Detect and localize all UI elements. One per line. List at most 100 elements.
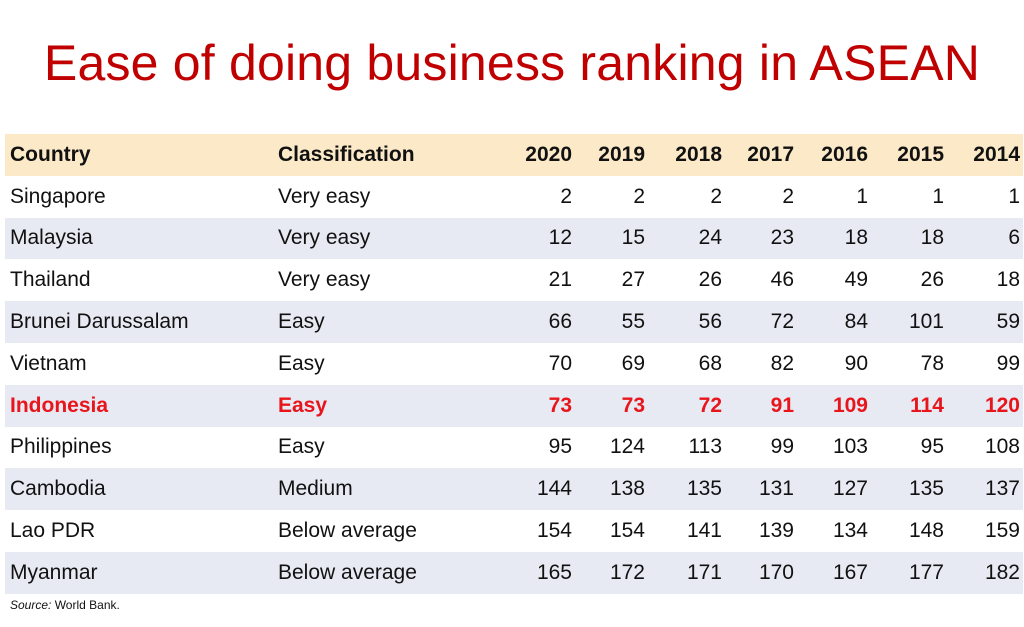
rank-cell: 124 (609, 435, 645, 459)
rank-cell: 148 (908, 519, 944, 543)
rank-cell: 26 (920, 268, 944, 292)
rank-cell: 165 (536, 560, 572, 584)
table-row: Indonesia Easy 73 73 72 91 109 114 120 (5, 384, 1023, 427)
column-header-2018: 2018 (675, 142, 722, 166)
classification-cell: Below average (278, 519, 417, 543)
rank-cell: 82 (770, 351, 794, 375)
table-row: Lao PDR Below average 154 154 141 139 134 148 15… (5, 510, 1023, 552)
country-cell: Cambodia (10, 477, 106, 501)
rank-cell: 109 (832, 393, 868, 417)
rank-cell: 144 (536, 477, 572, 501)
table-row: Myanmar Below average 165 172 171 170 167 177 18… (5, 551, 1023, 594)
column-header-2014: 2014 (973, 142, 1020, 166)
country-cell: Singapore (10, 184, 106, 208)
table-row: Philippines Easy 95 124 113 99 103 95 108 (5, 426, 1023, 469)
slide-title: Ease of doing business ranking in ASEAN (43, 35, 981, 91)
rank-cell: 84 (844, 310, 868, 334)
country-cell: Brunei Darussalam (10, 310, 189, 334)
country-cell: Philippines (10, 435, 112, 459)
rank-cell: 1 (856, 184, 868, 208)
rank-cell: 18 (920, 226, 944, 250)
table-row: Vietnam Easy 70 69 68 82 90 78 99 (5, 342, 1023, 385)
rank-cell: 78 (920, 351, 944, 375)
country-cell: Myanmar (10, 560, 98, 584)
column-header-classification: Classification (278, 142, 415, 166)
rank-cell: 6 (1008, 226, 1020, 250)
rank-cell: 27 (621, 268, 645, 292)
source-text: World Bank. (51, 598, 120, 612)
country-cell: Lao PDR (10, 519, 96, 543)
rank-cell: 1 (932, 184, 944, 208)
table-body: Singapore Very easy 2 2 2 2 1 1 1 Malaysia Very ea… (5, 175, 1023, 594)
rank-cell: 91 (770, 393, 794, 417)
rank-cell: 103 (832, 435, 868, 459)
rank-cell: 139 (758, 519, 794, 543)
country-cell: Vietnam (10, 351, 87, 375)
column-header-2016: 2016 (821, 142, 868, 166)
rank-cell: 154 (536, 519, 572, 543)
rank-cell: 73 (548, 393, 572, 417)
rank-cell: 108 (984, 435, 1020, 459)
ranking-table: Country Classification 2020 2019 2018 20… (5, 134, 1023, 594)
classification-cell: Easy (278, 310, 325, 334)
column-header-2015: 2015 (897, 142, 944, 166)
rank-cell: 141 (686, 519, 722, 543)
rank-cell: 46 (770, 268, 794, 292)
table-header-row: Country Classification 2020 2019 2018 20… (5, 134, 1023, 176)
rank-cell: 95 (920, 435, 944, 459)
classification-cell: Easy (278, 435, 325, 459)
rank-cell: 159 (984, 519, 1020, 543)
rank-cell: 15 (621, 226, 645, 250)
rank-cell: 99 (770, 435, 794, 459)
rank-cell: 2 (782, 184, 794, 208)
classification-cell: Very easy (278, 226, 371, 250)
rank-cell: 177 (908, 560, 944, 584)
rank-cell: 23 (770, 226, 794, 250)
rank-cell: 2 (560, 184, 572, 208)
rank-cell: 68 (698, 351, 722, 375)
source-note: Source: World Bank. (10, 598, 120, 612)
rank-cell: 95 (548, 435, 572, 459)
classification-cell: Easy (278, 351, 325, 375)
rank-cell: 24 (698, 226, 722, 250)
rank-cell: 154 (609, 519, 645, 543)
table-row: Cambodia Medium 144 138 135 131 127 135 137 (5, 468, 1023, 511)
rank-cell: 70 (548, 351, 572, 375)
rank-cell: 101 (908, 310, 944, 334)
rank-cell: 134 (832, 519, 868, 543)
rank-cell: 26 (698, 268, 722, 292)
rank-cell: 66 (548, 310, 572, 334)
rank-cell: 72 (770, 310, 794, 334)
rank-cell: 2 (633, 184, 645, 208)
rank-cell: 2 (710, 184, 722, 208)
rank-cell: 114 (910, 393, 944, 417)
column-header-2020: 2020 (525, 142, 572, 166)
rank-cell: 172 (609, 560, 645, 584)
rank-cell: 56 (698, 310, 722, 334)
rank-cell: 12 (548, 226, 572, 250)
rank-cell: 18 (844, 226, 868, 250)
column-header-2019: 2019 (598, 142, 645, 166)
rank-cell: 21 (548, 268, 572, 292)
table-row: Malaysia Very easy 12 15 24 23 18 18 6 (5, 217, 1023, 260)
classification-cell: Very easy (278, 268, 371, 292)
rank-cell: 59 (996, 310, 1020, 334)
rank-cell: 69 (621, 351, 645, 375)
table-row: Thailand Very easy 21 27 26 46 49 26 18 (5, 259, 1023, 302)
rank-cell: 182 (984, 560, 1020, 584)
rank-cell: 138 (609, 477, 645, 501)
rank-cell: 135 (908, 477, 944, 501)
classification-cell: Below average (278, 560, 417, 584)
rank-cell: 170 (758, 560, 794, 584)
rank-cell: 167 (832, 560, 868, 584)
rank-cell: 127 (832, 477, 868, 501)
rank-cell: 90 (844, 351, 868, 375)
classification-cell: Very easy (278, 184, 371, 208)
rank-cell: 55 (621, 310, 645, 334)
table-row: Singapore Very easy 2 2 2 2 1 1 1 (5, 175, 1023, 218)
rank-cell: 131 (758, 477, 794, 501)
rank-cell: 120 (984, 393, 1020, 417)
source-label: Source: (10, 598, 52, 612)
rank-cell: 135 (686, 477, 722, 501)
rank-cell: 72 (698, 393, 722, 417)
